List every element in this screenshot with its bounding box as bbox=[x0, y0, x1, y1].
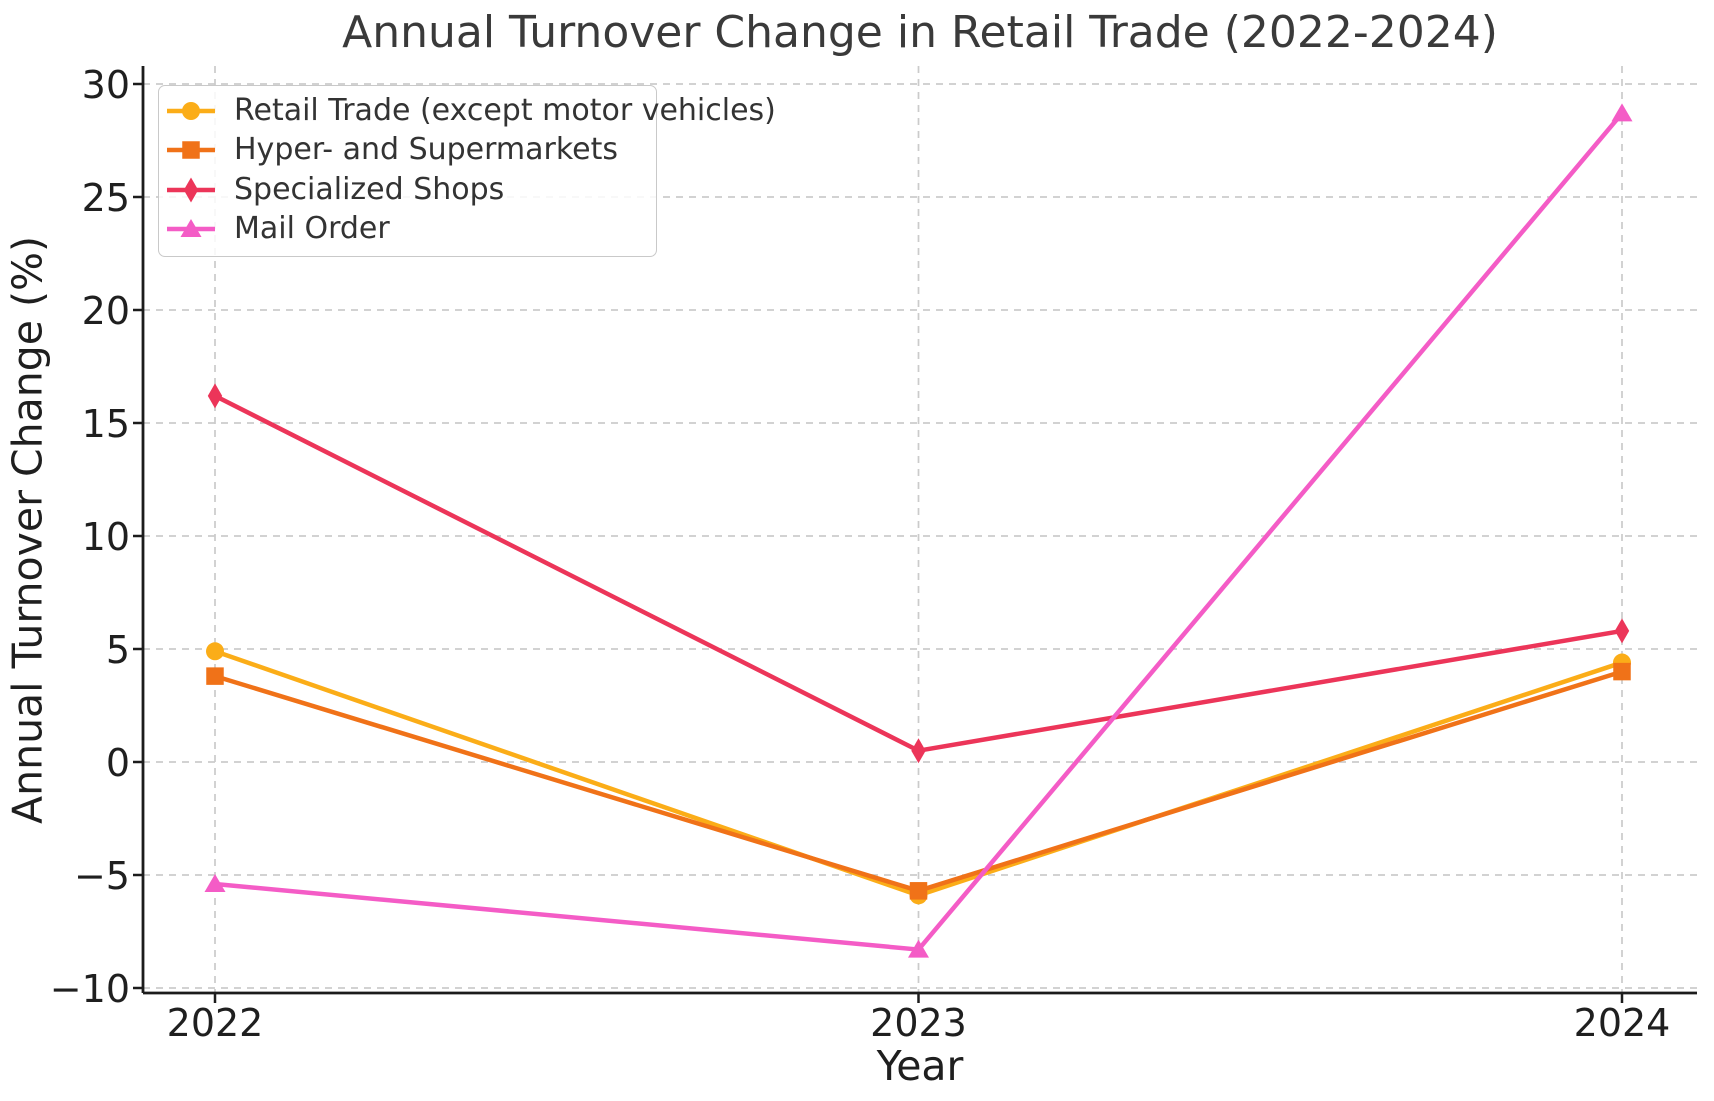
legend-item-2: Specialized Shops bbox=[166, 170, 646, 210]
y-tick-label: 10 bbox=[82, 515, 130, 559]
data-point-circle-marker-icon bbox=[206, 642, 224, 661]
legend-label: Specialized Shops bbox=[234, 171, 505, 207]
legend-sample bbox=[167, 177, 215, 203]
data-point-diamond-marker-icon bbox=[207, 383, 223, 409]
legend-diamond-marker-icon bbox=[183, 177, 199, 203]
y-tick-label: 5 bbox=[106, 628, 130, 672]
legend-item-0: Retail Trade (except motor vehicles) bbox=[166, 91, 776, 131]
x-tick-label: 2022 bbox=[167, 1001, 264, 1045]
data-point-square-marker-icon bbox=[909, 882, 928, 900]
data-point-triangle-marker-icon bbox=[1611, 103, 1633, 122]
legend-label: Hyper- and Supermarkets bbox=[234, 132, 619, 168]
y-tick-label: 30 bbox=[82, 63, 130, 107]
y-tick-label: −10 bbox=[50, 967, 130, 1011]
legend-sample bbox=[167, 219, 215, 238]
data-point-square-marker-icon bbox=[206, 667, 224, 685]
y-tick-label: 0 bbox=[106, 741, 130, 785]
legend-sample bbox=[167, 101, 215, 120]
legend-label: Retail Trade (except motor vehicles) bbox=[234, 92, 776, 128]
y-axis-label: Annual Turnover Change (%) bbox=[3, 236, 52, 824]
y-tick-label: −5 bbox=[74, 854, 130, 898]
y-tick-label: 15 bbox=[82, 402, 130, 446]
y-tick-label: 25 bbox=[82, 176, 130, 220]
x-tick-label: 2023 bbox=[870, 1001, 967, 1045]
x-axis-label: Year bbox=[876, 1042, 964, 1090]
y-tick-label: 20 bbox=[82, 289, 130, 333]
legend: Retail Trade (except motor vehicles) Hype… bbox=[158, 85, 776, 257]
legend-square-marker-icon bbox=[182, 141, 200, 159]
data-point-square-marker-icon bbox=[1613, 662, 1631, 681]
data-point-triangle-marker-icon bbox=[204, 874, 226, 893]
legend-triangle-marker-icon bbox=[180, 219, 202, 238]
data-point-diamond-marker-icon bbox=[1614, 618, 1630, 644]
data-point-diamond-marker-icon bbox=[911, 738, 926, 764]
data-point-triangle-marker-icon bbox=[908, 939, 929, 958]
legend-label: Mail Order bbox=[234, 211, 390, 247]
legend-circle-marker-icon bbox=[182, 101, 200, 120]
legend-item-3: Mail Order bbox=[166, 210, 646, 250]
chart-title: Annual Turnover Change in Retail Trade (… bbox=[342, 7, 1498, 58]
legend-item-1: Hyper- and Supermarkets bbox=[166, 131, 646, 171]
legend-sample bbox=[167, 141, 215, 159]
x-tick-label: 2024 bbox=[1574, 1001, 1671, 1045]
